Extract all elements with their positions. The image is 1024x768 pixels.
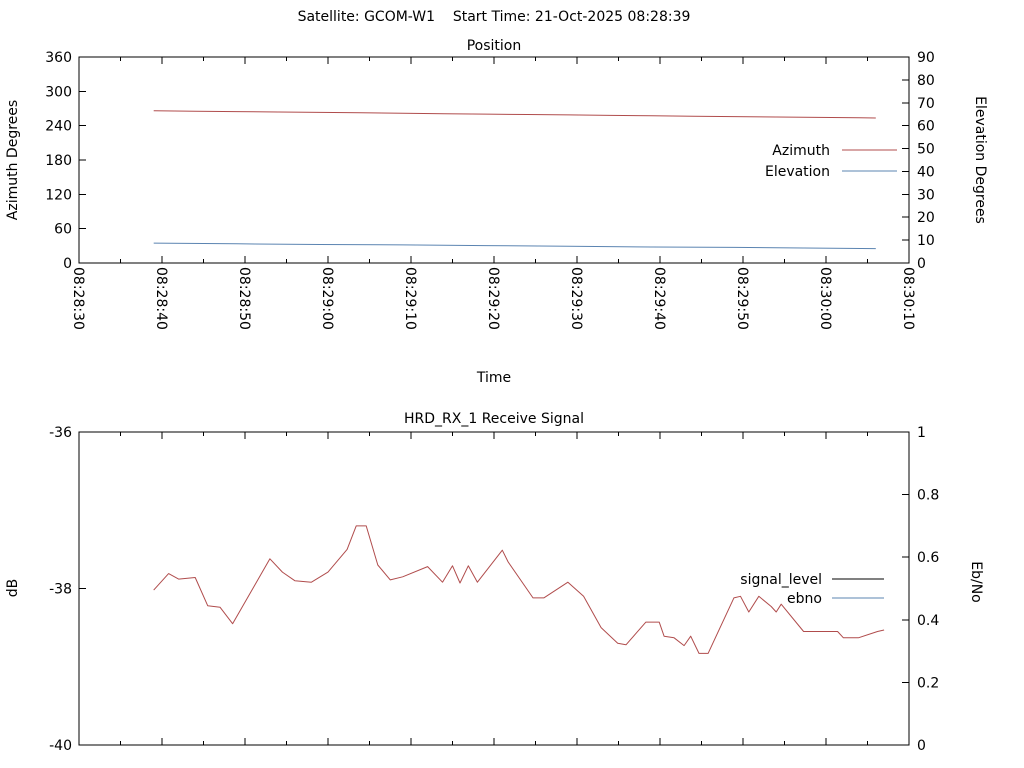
y-tick-label-left: 300 bbox=[45, 84, 72, 100]
x-tick-label: 08:29:30 bbox=[568, 267, 584, 330]
y-tick-label-left: 180 bbox=[45, 153, 72, 169]
x-tick-label: 08:28:50 bbox=[236, 267, 252, 330]
y-tick-label-left: 240 bbox=[45, 119, 72, 135]
legend-label-Elevation: Elevation bbox=[765, 164, 830, 180]
y-tick-label-right: 90 bbox=[917, 50, 935, 66]
y-tick-label-left: 0 bbox=[63, 256, 72, 272]
receive-signal-chart-title: HRD_RX_1 Receive Signal bbox=[404, 411, 584, 427]
y-tick-label-left: 120 bbox=[45, 187, 72, 203]
y-tick-label-left: -40 bbox=[49, 738, 72, 754]
y-tick-label-left: 60 bbox=[54, 222, 72, 238]
y-tick-label-right: 0.6 bbox=[917, 550, 939, 566]
y-tick-label-right: 0.4 bbox=[917, 613, 939, 629]
legend-label-signal_level: signal_level bbox=[740, 572, 822, 588]
y-tick-label-right: 70 bbox=[917, 96, 935, 112]
y-tick-label-right: 0.2 bbox=[917, 675, 939, 691]
series-line-Elevation bbox=[153, 242, 876, 250]
y-tick-label-right: 30 bbox=[917, 187, 935, 203]
time-axis-label: Time bbox=[476, 370, 512, 386]
y-tick-label-left: -38 bbox=[49, 582, 72, 598]
plot-frame bbox=[78, 431, 910, 746]
series-line-Azimuth bbox=[153, 110, 876, 119]
y-tick-label-left: -36 bbox=[49, 425, 72, 441]
plot-frame bbox=[78, 56, 910, 264]
y-tick-label-right: 1 bbox=[917, 425, 926, 441]
y-tick-label-right: 20 bbox=[917, 210, 935, 226]
x-tick-label: 08:29:00 bbox=[319, 267, 335, 330]
x-tick-label: 08:29:40 bbox=[651, 267, 667, 330]
x-tick-label: 08:28:40 bbox=[153, 267, 169, 330]
x-tick-label: 08:29:50 bbox=[734, 267, 750, 330]
y-tick-label-right: 10 bbox=[917, 233, 935, 249]
y-tick-label-right: 0.8 bbox=[917, 488, 939, 504]
legend-label-ebno: ebno bbox=[787, 591, 822, 607]
y-tick-label-left: 360 bbox=[45, 50, 72, 66]
y-tick-label-right: 0 bbox=[917, 738, 926, 754]
y-tick-label-right: 80 bbox=[917, 73, 935, 89]
x-tick-label: 08:29:10 bbox=[402, 267, 418, 330]
y-tick-label-right: 60 bbox=[917, 119, 935, 135]
y-tick-label-right: 50 bbox=[917, 142, 935, 158]
position-chart-title: Position bbox=[466, 38, 522, 54]
legend-label-Azimuth: Azimuth bbox=[772, 143, 830, 159]
x-tick-label: 08:29:20 bbox=[485, 267, 501, 330]
y-tick-label-right: 40 bbox=[917, 164, 935, 180]
x-tick-label: 08:28:30 bbox=[70, 267, 86, 330]
main-title: Satellite: GCOM-W1 Start Time: 21-Oct-20… bbox=[297, 9, 691, 25]
x-tick-label: 08:30:10 bbox=[900, 267, 916, 330]
series-line-signal_level bbox=[153, 525, 885, 654]
x-tick-label: 08:30:00 bbox=[817, 267, 833, 330]
y-tick-label-right: 0 bbox=[917, 256, 926, 272]
